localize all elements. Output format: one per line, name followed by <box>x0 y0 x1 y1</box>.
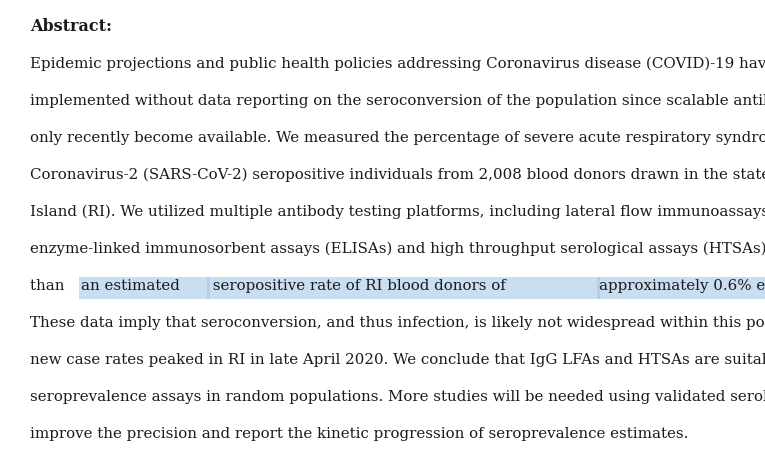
Text: enzyme-linked immunosorbent assays (ELISAs) and high throughput serological assa: enzyme-linked immunosorbent assays (ELIS… <box>30 242 765 256</box>
Text: These data imply that seroconversion, and thus infection, is likely not widespre: These data imply that seroconversion, an… <box>30 316 765 330</box>
Text: Coronavirus-2 (SARS-CoV-2) seropositive individuals from 2,008 blood donors draw: Coronavirus-2 (SARS-CoV-2) seropositive … <box>30 168 765 182</box>
Bar <box>79 278 210 299</box>
Text: only recently become available. We measured the percentage of severe acute respi: only recently become available. We measu… <box>30 131 765 145</box>
Text: improve the precision and report the kinetic progression of seroprevalence estim: improve the precision and report the kin… <box>30 427 688 441</box>
Text: approximately 0.6% existed in April-May of 2020.: approximately 0.6% existed in April-May … <box>599 279 765 293</box>
Bar <box>597 278 765 299</box>
Text: Island (RI). We utilized multiple antibody testing platforms, including lateral : Island (RI). We utilized multiple antibo… <box>30 205 765 219</box>
Text: implemented without data reporting on the seroconversion of the population since: implemented without data reporting on th… <box>30 94 765 108</box>
Text: new case rates peaked in RI in late April 2020. We conclude that IgG LFAs and HT: new case rates peaked in RI in late Apri… <box>30 353 765 367</box>
Text: an estimated: an estimated <box>80 279 180 293</box>
Bar <box>207 278 601 299</box>
Text: seroprevalence assays in random populations. More studies will be needed using v: seroprevalence assays in random populati… <box>30 390 765 404</box>
Text: Epidemic projections and public health policies addressing Coronavirus disease (: Epidemic projections and public health p… <box>30 57 765 71</box>
Text: Abstract:: Abstract: <box>30 18 112 35</box>
Text: than: than <box>30 279 70 293</box>
Text: seropositive rate of RI blood donors of: seropositive rate of RI blood donors of <box>208 279 511 293</box>
